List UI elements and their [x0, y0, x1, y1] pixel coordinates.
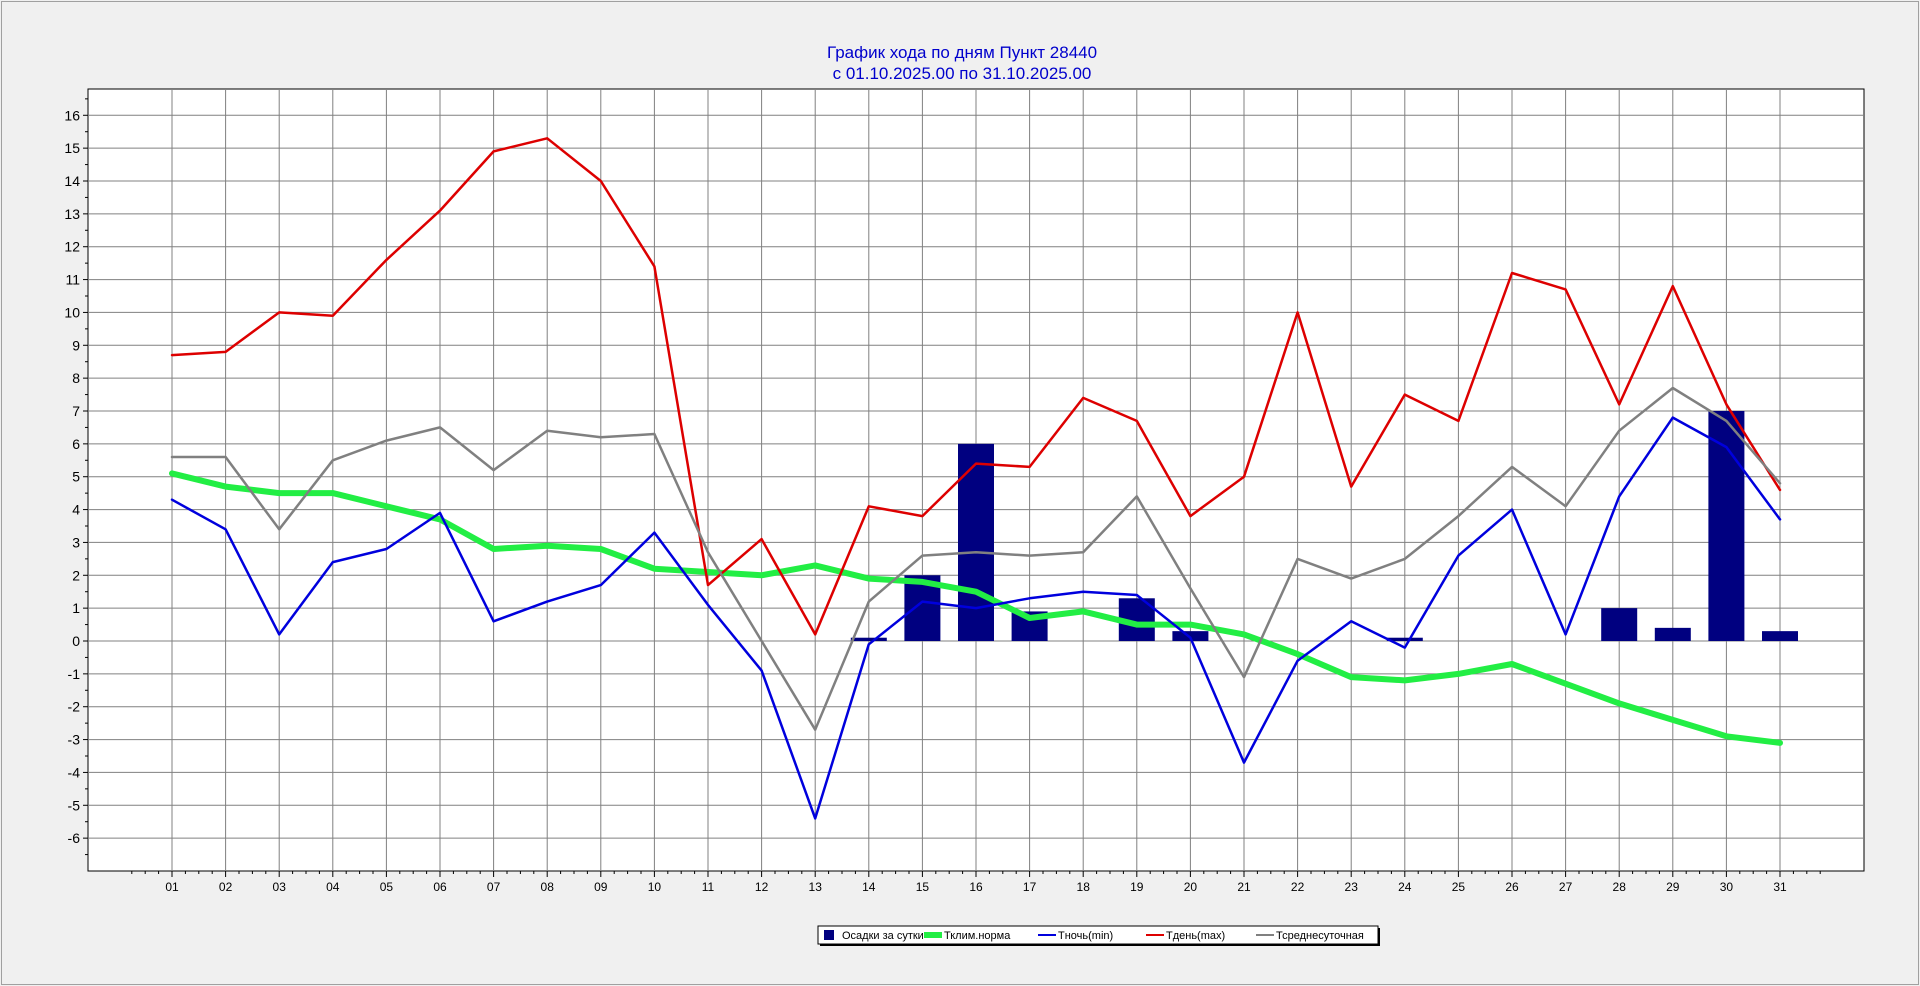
chart-subtitle: с 01.10.2025.00 по 31.10.2025.00	[833, 64, 1092, 83]
x-tick-label: 19	[1130, 880, 1144, 894]
x-tick-label: 29	[1666, 880, 1680, 894]
x-tick-label: 13	[809, 880, 823, 894]
x-tick-label: 25	[1452, 880, 1466, 894]
series-line	[170, 416, 1782, 820]
legend-swatch-bar	[824, 930, 834, 940]
y-tick-label: 12	[64, 239, 80, 255]
x-tick-label: 16	[969, 880, 983, 894]
series-line	[170, 137, 1782, 636]
y-tick-label: 16	[64, 107, 80, 123]
y-tick-label: 13	[64, 206, 80, 222]
legend-label: Тдень(max)	[1166, 930, 1225, 942]
legend-label: Осадки за сутки	[842, 930, 924, 942]
y-tick-label: 10	[64, 304, 80, 320]
precipitation-bar	[1654, 627, 1691, 641]
y-tick-label: 7	[72, 403, 80, 419]
precipitation-bar	[1762, 631, 1798, 641]
x-tick-label: 26	[1505, 880, 1519, 894]
x-tick-label: 10	[648, 880, 662, 894]
legend-box	[817, 925, 1379, 945]
x-tick-label: 12	[755, 880, 769, 894]
x-tick-label: 23	[1345, 880, 1359, 894]
x-tick-label: 11	[702, 880, 715, 894]
precipitation-bar	[850, 637, 887, 641]
x-tick-label: 24	[1398, 880, 1412, 894]
series-line	[170, 386, 1782, 731]
x-tick-label: 22	[1291, 880, 1305, 894]
legend-label: Тсреднесуточная	[1276, 930, 1364, 942]
x-tick-label: 03	[273, 880, 287, 894]
x-tick-label: 31	[1773, 880, 1787, 894]
y-tick-label: -6	[68, 830, 81, 846]
x-tick-label: 04	[326, 880, 340, 894]
y-tick-label: 3	[72, 534, 80, 550]
y-tick-label: 15	[64, 140, 80, 156]
x-tick-label: 06	[433, 880, 447, 894]
x-tick-label: 27	[1559, 880, 1573, 894]
y-tick-label: 4	[72, 502, 80, 518]
x-tick-label: 05	[380, 880, 394, 894]
x-tick-label: 08	[541, 880, 555, 894]
y-tick-label: 8	[72, 370, 80, 386]
x-tick-label: 21	[1237, 880, 1251, 894]
line-series	[169, 137, 1783, 820]
precipitation-bar	[1386, 637, 1423, 641]
bar-series	[850, 411, 1798, 641]
y-tick-label: 9	[72, 337, 80, 353]
x-tick-label: 17	[1023, 880, 1037, 894]
legend-label: Тночь(min)	[1058, 930, 1113, 942]
x-tick-label: 14	[862, 880, 876, 894]
y-tick-label: 11	[65, 272, 80, 288]
x-tick-label: 15	[916, 880, 930, 894]
y-tick-label: 1	[72, 600, 80, 616]
y-tick-label: -5	[68, 797, 81, 813]
legend: Осадки за сутки Тклим.норма Тночь(min) Тден…	[817, 925, 1380, 946]
y-tick-label: -2	[68, 699, 81, 715]
series-line	[169, 470, 1783, 746]
x-tick-label: 28	[1613, 880, 1627, 894]
y-tick-label: -3	[68, 732, 81, 748]
x-tick-label: 30	[1720, 880, 1734, 894]
x-tick-label: 02	[219, 880, 233, 894]
x-tick-label: 09	[594, 880, 608, 894]
y-tick-label: 2	[72, 567, 80, 583]
precipitation-bar	[1172, 631, 1209, 641]
x-axis: 01 02 03 04 05 06 07 08 09 10 11 12 13 14 15 16 17 18 19 20…	[131, 871, 1821, 894]
legend-label: Тклим.норма	[944, 930, 1011, 942]
precipitation-bar	[1708, 411, 1745, 641]
x-tick-label: 20	[1184, 880, 1198, 894]
chart-title: График хода по дням Пункт 28440	[827, 43, 1097, 62]
y-tick-label: 0	[72, 633, 80, 649]
y-tick-label: 5	[72, 469, 80, 485]
y-tick-label: 14	[64, 173, 80, 189]
precipitation-bar	[958, 443, 994, 641]
y-tick-label: -4	[68, 764, 81, 780]
precipitation-bar	[1601, 608, 1638, 641]
y-tick-label: 6	[72, 436, 80, 452]
x-tick-label: 18	[1077, 880, 1091, 894]
y-tick-label: -1	[68, 666, 81, 682]
x-tick-label: 07	[487, 880, 501, 894]
x-tick-label: 01	[165, 880, 179, 894]
